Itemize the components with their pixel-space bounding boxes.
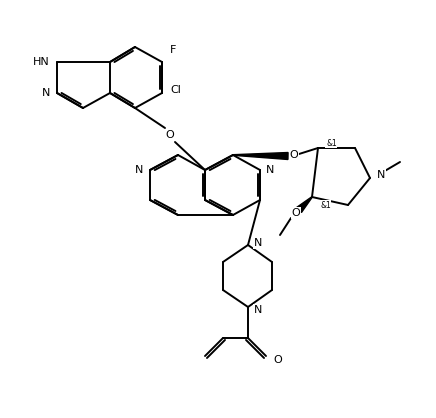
Text: N: N: [41, 88, 50, 98]
Text: O: O: [273, 355, 282, 365]
Text: N: N: [254, 238, 262, 248]
Text: &1: &1: [320, 201, 331, 209]
Polygon shape: [296, 197, 312, 212]
Text: O: O: [290, 150, 298, 160]
Text: N: N: [254, 305, 262, 315]
Text: N: N: [266, 165, 274, 175]
Text: F: F: [170, 45, 177, 55]
Text: N: N: [135, 165, 143, 175]
Text: Cl: Cl: [170, 85, 181, 95]
Text: HN: HN: [33, 57, 50, 67]
Polygon shape: [233, 153, 288, 160]
Text: N: N: [377, 170, 385, 180]
Text: O: O: [166, 130, 174, 140]
Text: &1: &1: [326, 138, 337, 148]
Text: O: O: [292, 208, 300, 218]
